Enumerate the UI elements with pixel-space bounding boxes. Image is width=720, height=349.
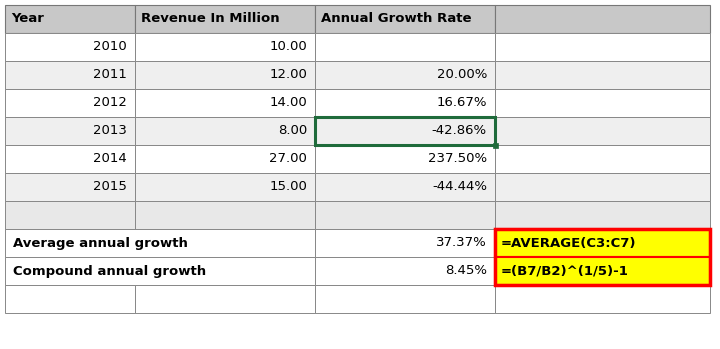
Text: 14.00: 14.00 xyxy=(269,97,307,110)
Bar xyxy=(5,257,315,285)
Text: 8.45%: 8.45% xyxy=(445,265,487,277)
Text: 2014: 2014 xyxy=(94,153,127,165)
Text: 237.50%: 237.50% xyxy=(428,153,487,165)
Bar xyxy=(315,145,495,173)
Bar xyxy=(5,33,135,61)
Bar xyxy=(135,117,315,145)
Bar xyxy=(495,145,710,173)
Bar xyxy=(495,285,710,313)
Bar xyxy=(135,89,315,117)
Bar xyxy=(315,33,495,61)
Bar xyxy=(495,89,710,117)
Bar xyxy=(495,257,710,285)
Bar xyxy=(5,285,135,313)
Text: 16.67%: 16.67% xyxy=(436,97,487,110)
Bar xyxy=(315,89,495,117)
Bar xyxy=(5,229,315,257)
Text: Revenue In Million: Revenue In Million xyxy=(141,13,279,25)
Text: =(B7/B2)^(1/5)-1: =(B7/B2)^(1/5)-1 xyxy=(501,265,629,277)
Text: 10.00: 10.00 xyxy=(269,40,307,53)
Bar xyxy=(5,5,135,33)
Text: 2015: 2015 xyxy=(93,180,127,193)
Bar xyxy=(135,201,315,229)
Bar xyxy=(315,117,495,145)
Text: 2010: 2010 xyxy=(94,40,127,53)
Bar xyxy=(315,5,495,33)
Bar xyxy=(315,61,495,89)
Text: Year: Year xyxy=(11,13,44,25)
Bar xyxy=(495,173,710,201)
Text: -44.44%: -44.44% xyxy=(432,180,487,193)
Bar xyxy=(495,229,710,285)
Bar xyxy=(5,173,135,201)
Bar xyxy=(135,33,315,61)
Text: 2013: 2013 xyxy=(93,125,127,138)
Bar xyxy=(135,145,315,173)
Bar xyxy=(495,229,710,257)
Bar xyxy=(135,61,315,89)
Bar xyxy=(5,201,135,229)
Text: 15.00: 15.00 xyxy=(269,180,307,193)
Bar xyxy=(5,61,135,89)
Text: 2012: 2012 xyxy=(93,97,127,110)
Bar xyxy=(495,117,710,145)
Bar xyxy=(5,145,135,173)
Text: 8.00: 8.00 xyxy=(278,125,307,138)
Bar xyxy=(315,229,495,257)
Bar xyxy=(315,173,495,201)
Text: 12.00: 12.00 xyxy=(269,68,307,82)
Text: Average annual growth: Average annual growth xyxy=(13,237,188,250)
Bar xyxy=(315,257,495,285)
Text: 37.37%: 37.37% xyxy=(436,237,487,250)
Bar xyxy=(495,201,710,229)
Bar xyxy=(315,285,495,313)
Bar xyxy=(5,117,135,145)
Text: 2011: 2011 xyxy=(93,68,127,82)
Bar xyxy=(495,61,710,89)
Bar xyxy=(135,5,315,33)
Text: -42.86%: -42.86% xyxy=(432,125,487,138)
Text: =AVERAGE(C3:C7): =AVERAGE(C3:C7) xyxy=(501,237,636,250)
Text: Annual Growth Rate: Annual Growth Rate xyxy=(321,13,472,25)
Text: 27.00: 27.00 xyxy=(269,153,307,165)
Bar xyxy=(5,89,135,117)
Bar xyxy=(315,117,495,145)
Bar xyxy=(135,173,315,201)
Bar xyxy=(492,142,498,148)
Bar xyxy=(135,285,315,313)
Bar xyxy=(315,201,495,229)
Text: 20.00%: 20.00% xyxy=(436,68,487,82)
Text: Compound annual growth: Compound annual growth xyxy=(13,265,206,277)
Bar xyxy=(495,5,710,33)
Bar xyxy=(495,33,710,61)
